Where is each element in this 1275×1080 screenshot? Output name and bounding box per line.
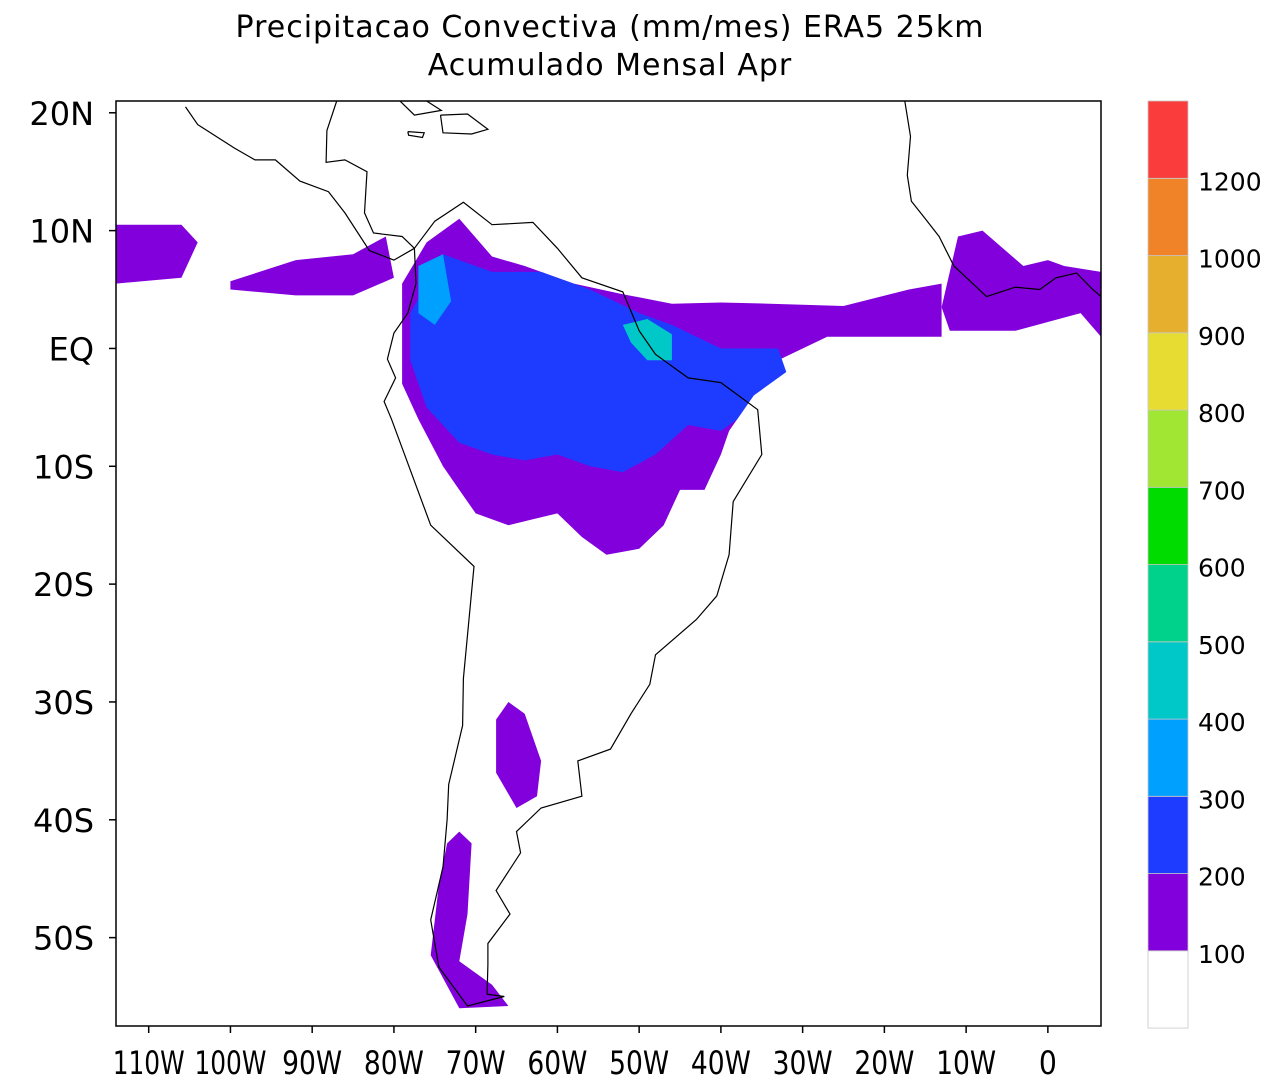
lon-tick-label-3: 80W xyxy=(364,1044,424,1080)
lon-tick-label-11: 0 xyxy=(1039,1044,1057,1080)
colorbar-label-0: 100 xyxy=(1198,940,1246,969)
lon-tick-label-9: 20W xyxy=(854,1044,914,1080)
lon-tick-label-5: 60W xyxy=(527,1044,587,1080)
lon-tick-label-1: 100W xyxy=(194,1044,266,1080)
colorbar-label-1: 200 xyxy=(1198,863,1246,892)
precip-region-6 xyxy=(941,230,1101,337)
colorbar-label-3: 400 xyxy=(1198,708,1246,737)
lon-tick-label-6: 50W xyxy=(609,1044,669,1080)
colorbar-label-2: 300 xyxy=(1198,785,1246,814)
precip-region-5 xyxy=(418,254,452,325)
lat-tick-label-2: EQ xyxy=(49,330,94,368)
colorbar-segment-3 xyxy=(1147,718,1189,797)
central-america-caribbean xyxy=(325,101,415,249)
lon-tick-label-2: 90W xyxy=(282,1044,342,1080)
lat-tick-label-1: 10N xyxy=(29,213,94,251)
colorbar-segment-1 xyxy=(1147,873,1189,952)
precip-region-8 xyxy=(430,831,509,1009)
lat-tick-label-6: 40S xyxy=(33,802,94,840)
axis-ticks: 20N 10N EQ 10S 20S 30S 40S 50S 110W 100W 90W 80W 70W… xyxy=(29,95,1057,1080)
colorbar-segment-5 xyxy=(1147,564,1189,643)
colorbar: 100 200 300 400 500 600 700 800 900 1000 1200 xyxy=(1147,100,1262,1029)
lat-tick-label-7: 50S xyxy=(33,920,94,958)
colorbar-label-9: 1000 xyxy=(1198,245,1262,274)
cuba-island xyxy=(399,101,443,116)
colorbar-segment-11 xyxy=(1147,100,1189,179)
precip-region-4 xyxy=(622,319,672,361)
colorbar-label-10: 1200 xyxy=(1198,167,1262,196)
colorbar-segment-10 xyxy=(1147,177,1189,257)
colorbar-segment-7 xyxy=(1147,409,1189,488)
lon-tick-label-4: 70W xyxy=(446,1044,506,1080)
lon-tick-label-7: 40W xyxy=(691,1044,751,1080)
precip-region-7 xyxy=(496,702,542,808)
colorbar-label-6: 700 xyxy=(1198,476,1246,505)
map-frame xyxy=(115,100,1102,1027)
colorbar-segment-6 xyxy=(1147,486,1189,565)
west-africa-coast xyxy=(904,101,1101,298)
colorbar-label-4: 500 xyxy=(1198,631,1246,660)
colorbar-label-7: 800 xyxy=(1198,399,1246,428)
colorbar-segment-0 xyxy=(1147,950,1189,1029)
hispaniola-island xyxy=(439,113,490,135)
lat-tick-label-4: 20S xyxy=(33,566,94,604)
colorbar-segment-4 xyxy=(1147,641,1189,720)
precip-region-1 xyxy=(230,236,394,296)
chart-subtitle: Acumulado Mensal Apr xyxy=(427,48,793,83)
lat-tick-label-0: 20N xyxy=(29,95,94,133)
lat-tick-label-3: 10S xyxy=(33,448,94,486)
south-america-coast xyxy=(383,201,763,1007)
lon-tick-label-8: 30W xyxy=(773,1044,833,1080)
precip-region-3 xyxy=(410,254,787,473)
coastlines xyxy=(185,101,1101,1007)
colorbar-segment-2 xyxy=(1147,795,1189,874)
jamaica-island xyxy=(407,131,426,139)
precipitation-fields xyxy=(116,218,1101,1009)
lat-tick-label-5: 30S xyxy=(33,684,94,722)
colorbar-segment-8 xyxy=(1147,332,1189,411)
chart-title: Precipitacao Convectiva (mm/mes) ERA5 25… xyxy=(235,10,985,45)
central-america-coast xyxy=(185,106,415,261)
precip-region-0 xyxy=(116,224,198,284)
colorbar-segment-9 xyxy=(1147,255,1189,334)
lon-tick-label-10: 10W xyxy=(936,1044,996,1080)
lon-tick-label-0: 110W xyxy=(113,1044,185,1080)
colorbar-label-8: 900 xyxy=(1198,322,1246,351)
colorbar-label-5: 600 xyxy=(1198,554,1246,583)
